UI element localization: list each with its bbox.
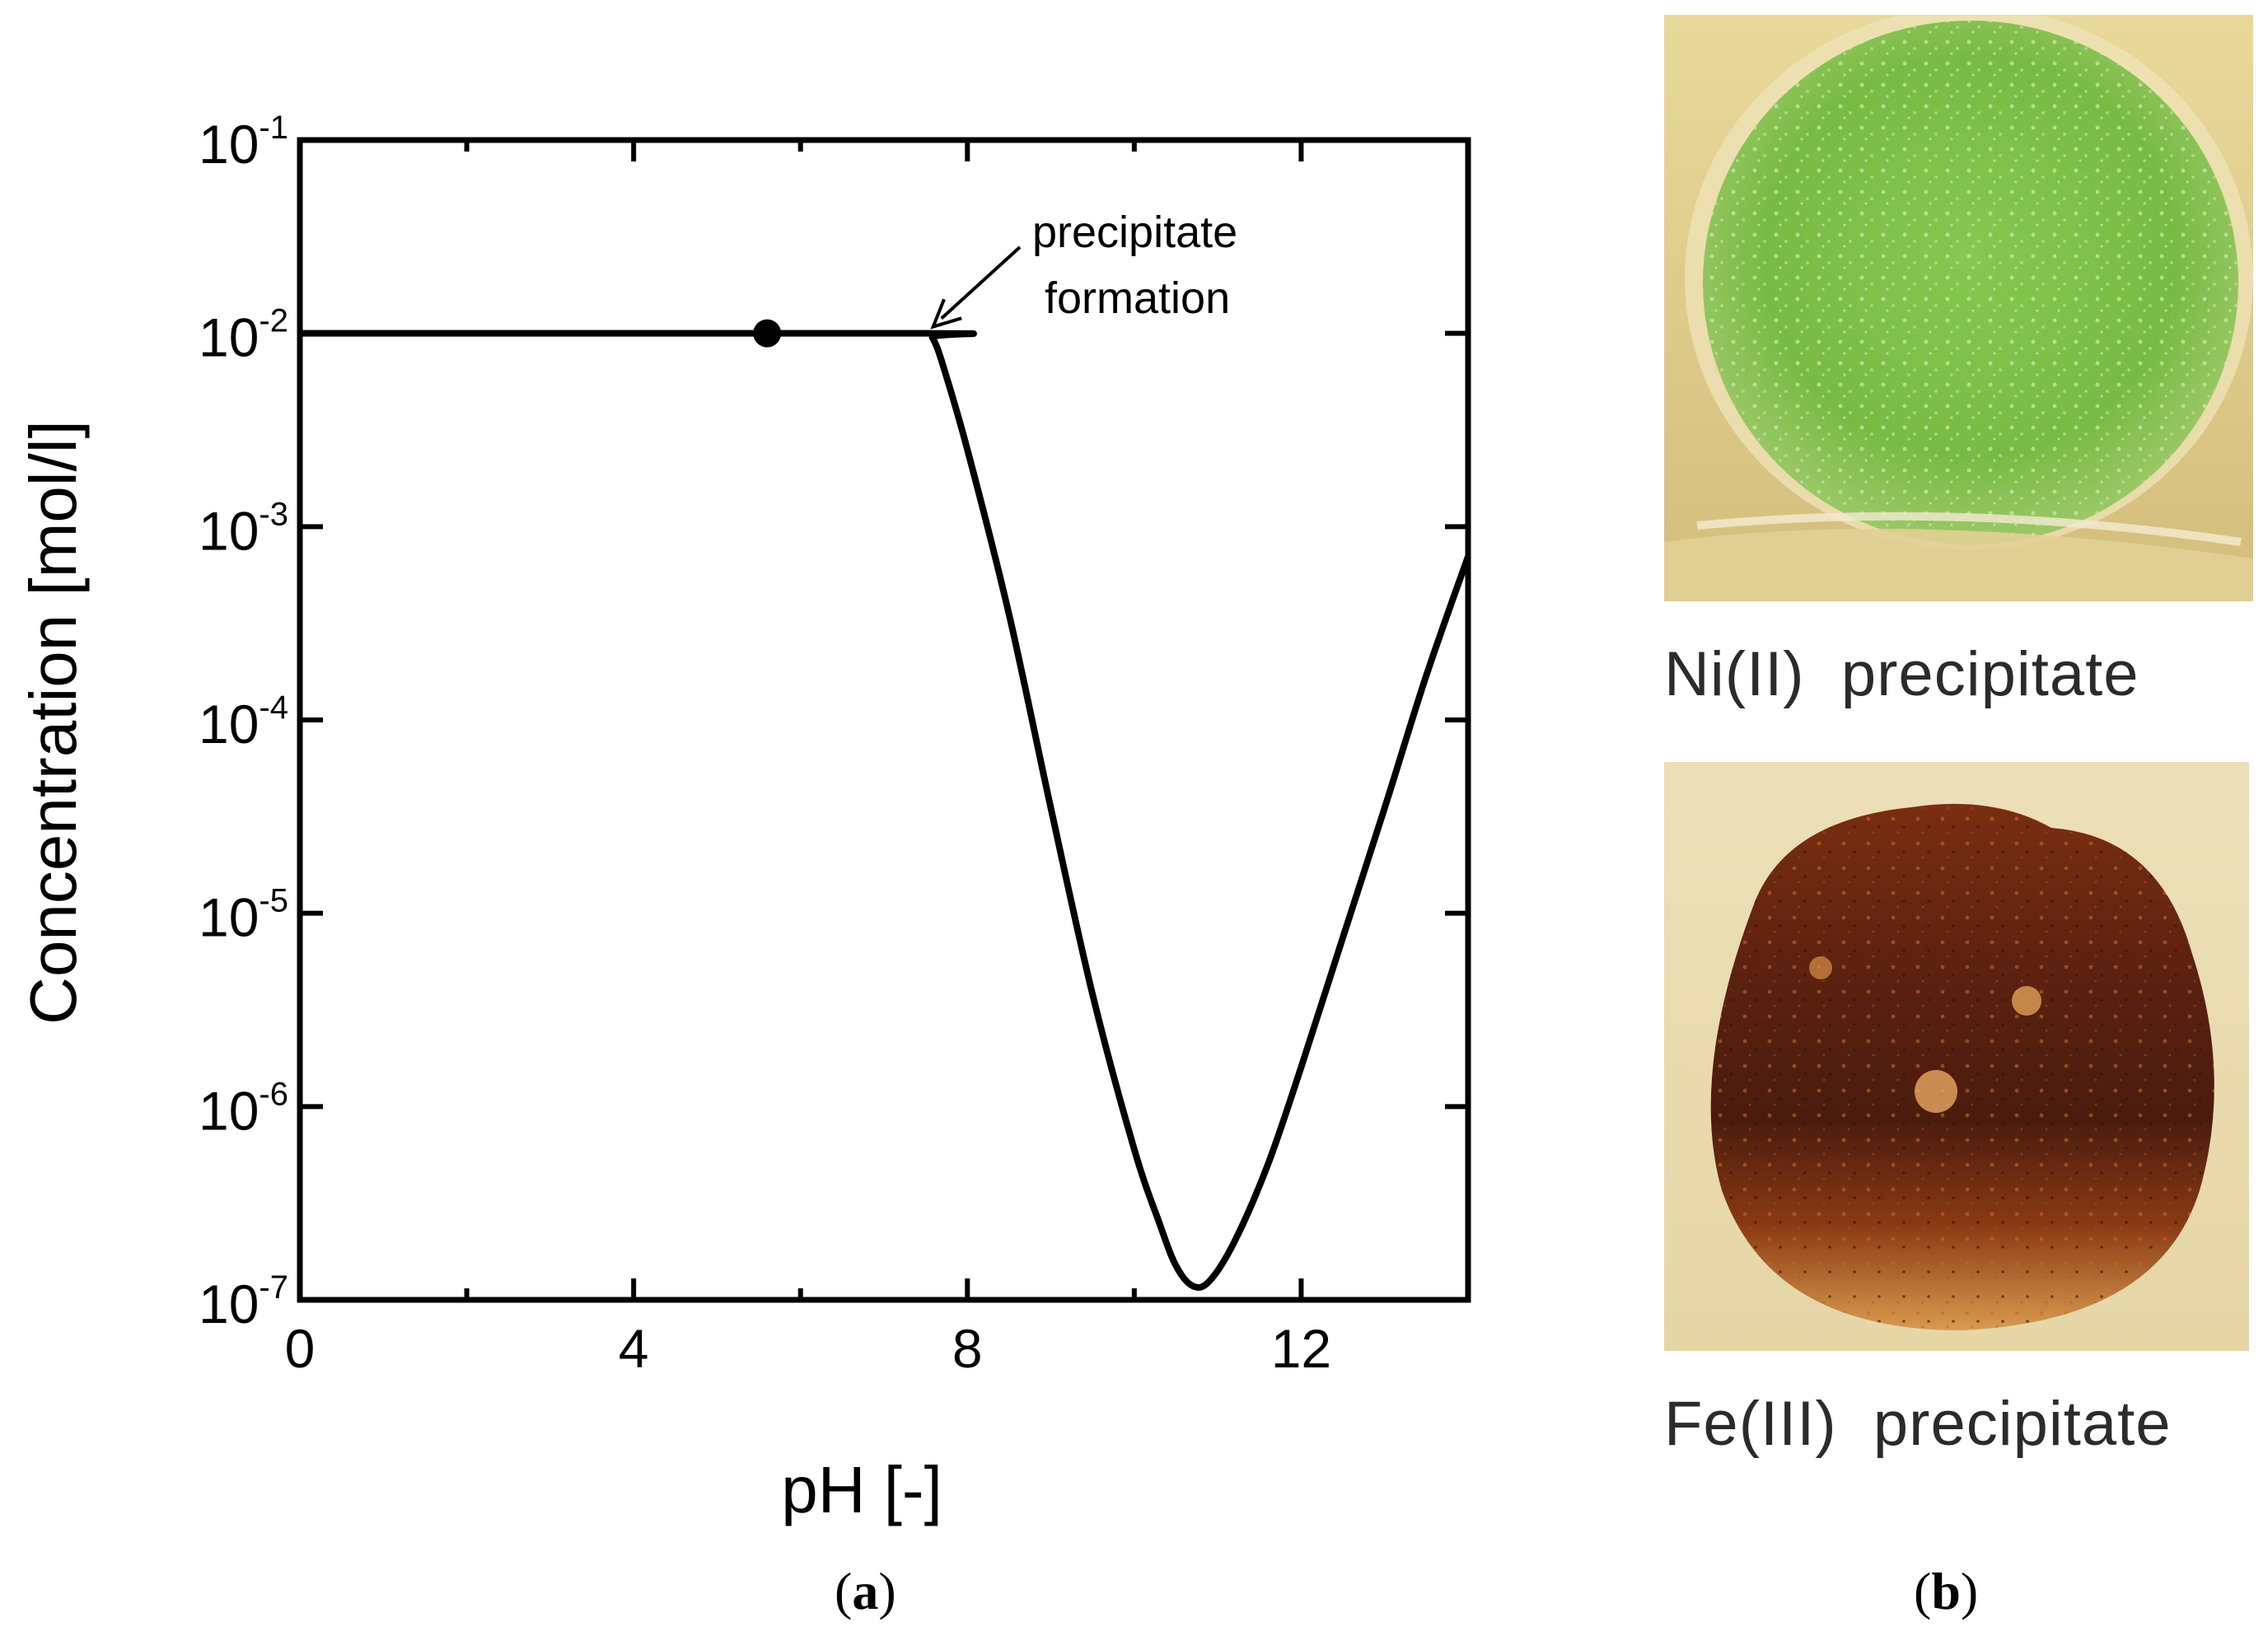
y-tick-label: 10-2 xyxy=(199,303,288,368)
y-tick-label: 10-5 xyxy=(199,883,288,948)
annotation-arrow-head xyxy=(930,298,962,329)
ni-precipitate-photo xyxy=(1664,15,2253,601)
x-tick-label: 0 xyxy=(285,1318,316,1379)
panel-label-b: (b) xyxy=(1914,1562,1979,1620)
concentration-chart: 0 4 8 12 10-1 10-2 10-3 10-4 10-5 10-6 10-7 precip… xyxy=(16,110,1471,1526)
x-tick-label: 4 xyxy=(619,1318,649,1379)
fe-precipitate-photo xyxy=(1664,762,2249,1351)
y-tick-label: 10-6 xyxy=(199,1076,288,1141)
x-tick-label: 8 xyxy=(952,1318,983,1379)
x-axis-title: pH [-] xyxy=(781,1453,942,1526)
fe-precipitate-image xyxy=(1710,803,2214,1330)
panel-label-a: (a) xyxy=(835,1562,896,1620)
annotation-arrow-shaft xyxy=(940,245,1022,320)
y-tick-label: 10-3 xyxy=(199,496,288,561)
ni-precipitate-caption: Ni(II) precipitate xyxy=(1664,639,2139,709)
ni-precipitate-image xyxy=(1664,15,2253,601)
x-tick-label: 12 xyxy=(1271,1318,1331,1379)
annotation-line-2: formation xyxy=(1045,273,1230,323)
y-tick-label: 10-1 xyxy=(199,110,288,175)
data-point-marker xyxy=(753,319,782,348)
annotation-line-1: precipitate xyxy=(1032,208,1237,257)
y-axis-title: Concentration [mol/l] xyxy=(16,420,90,1025)
fe-precipitate-caption: Fe(III) precipitate xyxy=(1664,1389,2172,1459)
y-tick-label: 10-7 xyxy=(199,1269,288,1334)
series-line-0 xyxy=(300,329,1471,1291)
y-tick-label: 10-4 xyxy=(199,689,288,755)
plot-frame xyxy=(297,137,1471,1303)
